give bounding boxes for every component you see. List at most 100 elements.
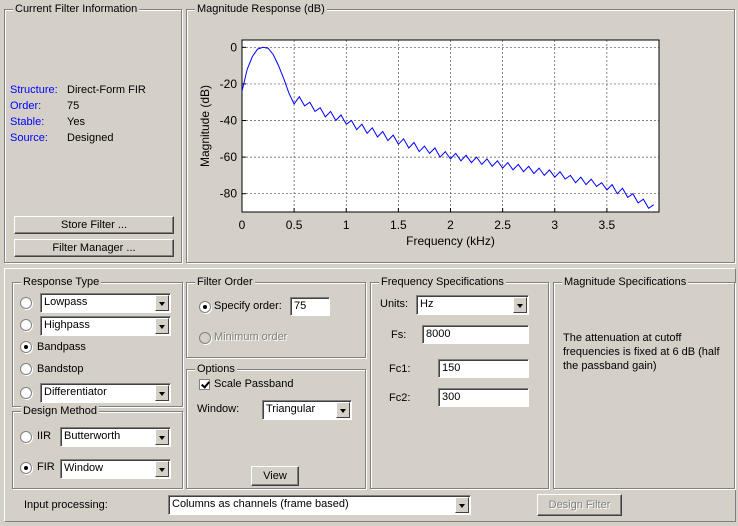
design-filter-button: Design Filter (537, 494, 622, 516)
field-value: 75 (67, 100, 80, 112)
dropdown[interactable]: Window (60, 459, 171, 479)
units-label: Units: (380, 298, 409, 310)
design-method-panel: Design Method (12, 405, 183, 489)
radio[interactable] (20, 387, 32, 399)
radio[interactable] (20, 363, 32, 375)
y-axis-label: Magnitude (dB) (198, 85, 212, 167)
radio-label: Bandstop (37, 363, 84, 375)
dropdown-value: Differentiator (44, 386, 107, 398)
x-tick-label: 1 (343, 218, 350, 232)
y-tick-label: -60 (220, 150, 238, 164)
dropdown-value: Triangular (266, 403, 316, 415)
order-input[interactable]: 75 (290, 297, 330, 316)
y-tick-label: -80 (220, 187, 238, 201)
panel-title: Frequency Specifications (379, 276, 506, 288)
radio[interactable] (20, 297, 32, 309)
field-value: Direct-Form FIR (67, 84, 146, 96)
checkbox-label: Scale Passband (214, 378, 294, 390)
store-filter-button[interactable]: Store Filter ... (14, 216, 174, 234)
dropdown-arrow (513, 297, 527, 313)
dropdown-arrow (155, 461, 169, 477)
radio-label: Bandpass (37, 341, 86, 353)
radio[interactable] (20, 319, 32, 331)
window-label: Window: (197, 403, 240, 415)
field-label: Stable: (10, 116, 45, 128)
x-tick-label: 0 (239, 218, 246, 232)
x-tick-label: 0.5 (286, 218, 303, 232)
radio[interactable] (20, 341, 32, 353)
field-value: Yes (67, 116, 85, 128)
fc2-input[interactable]: 300 (438, 388, 529, 407)
checkbox[interactable] (199, 379, 210, 390)
dropdown-arrow (155, 429, 169, 445)
dropdown[interactable]: Columns as channels (frame based) (168, 495, 471, 515)
plot-border (241, 39, 660, 213)
filter-order-panel: Filter Order (186, 276, 366, 358)
dropdown[interactable]: Butterworth (60, 427, 171, 447)
dropdown[interactable]: Highpass (40, 316, 171, 336)
dropdown-value: Window (64, 462, 104, 474)
fc1-input[interactable]: 150 (438, 359, 529, 378)
dropdown[interactable]: Lowpass (40, 293, 171, 313)
dropdown[interactable]: Triangular (262, 400, 352, 420)
magnitude-line (241, 46, 655, 210)
field-label: Fc1: (389, 363, 411, 375)
dropdown-arrow (155, 385, 169, 401)
y-tick-label: 0 (230, 40, 237, 54)
radio[interactable] (20, 431, 32, 443)
x-tick-label: 3 (551, 218, 558, 232)
radio-label: IIR (37, 430, 52, 442)
radio-label: Specify order: (214, 300, 282, 312)
dropdown-value: Butterworth (64, 430, 121, 442)
x-axis-label: Frequency (kHz) (406, 234, 495, 248)
magnitude-note: The attenuation at cutoff frequencies is… (563, 332, 720, 372)
x-tick-label: 3.5 (599, 218, 616, 232)
design-panel (4, 268, 736, 522)
field-label: Fs: (391, 329, 407, 341)
field-label: Structure: (10, 84, 58, 96)
dropdown-arrow (455, 497, 469, 513)
panel-title: Filter Order (195, 276, 255, 288)
dropdown-arrow (155, 318, 169, 334)
dropdown[interactable]: Differentiator (40, 383, 171, 403)
x-tick-label: 2.5 (494, 218, 511, 232)
radio-label: Minimum order (214, 331, 288, 343)
options-panel: Options (186, 363, 366, 489)
fs-input[interactable]: 8000 (422, 325, 529, 344)
radio (199, 332, 211, 344)
dropdown[interactable]: Hz (416, 295, 529, 315)
dropdown-arrow (336, 402, 350, 418)
filter-info-panel: Current Filter Information (4, 3, 182, 263)
radio-label: FIR (37, 461, 55, 473)
dropdown-arrow (155, 295, 169, 311)
dropdown-value: Lowpass (44, 296, 88, 308)
chart-title: Magnitude Response (dB) (195, 3, 327, 15)
field-label: Fc2: (389, 392, 411, 404)
filter-manager-button[interactable]: Filter Manager ... (14, 239, 174, 257)
y-tick-label: -40 (220, 114, 238, 128)
y-tick-label: -20 (220, 77, 238, 91)
panel-title: Response Type (21, 276, 102, 288)
field-label: Order: (10, 100, 42, 112)
view-button[interactable]: View (251, 466, 299, 486)
magnitude-specs-panel: Magnitude Specifications (553, 276, 735, 489)
x-tick-label: 1.5 (390, 218, 407, 232)
field-label: Source: (10, 132, 48, 144)
radio[interactable] (199, 301, 211, 313)
radio[interactable] (20, 462, 32, 474)
input-processing-label: Input processing: (24, 499, 108, 511)
dropdown-value: Highpass (44, 319, 90, 331)
panel-title: Magnitude Specifications (562, 276, 689, 288)
frequency-panel: Frequency Specifications (370, 276, 549, 489)
dropdown-value: Hz (420, 298, 434, 310)
dropdown-value: Columns as channels (frame based) (172, 498, 349, 510)
magnitude-panel: Magnitude Response (dB) (186, 3, 735, 263)
x-tick-label: 2 (447, 218, 454, 232)
field-value: Designed (67, 132, 114, 144)
panel-title: Current Filter Information (13, 3, 140, 15)
panel-title: Design Method (21, 405, 99, 417)
panel-title: Options (195, 363, 237, 375)
